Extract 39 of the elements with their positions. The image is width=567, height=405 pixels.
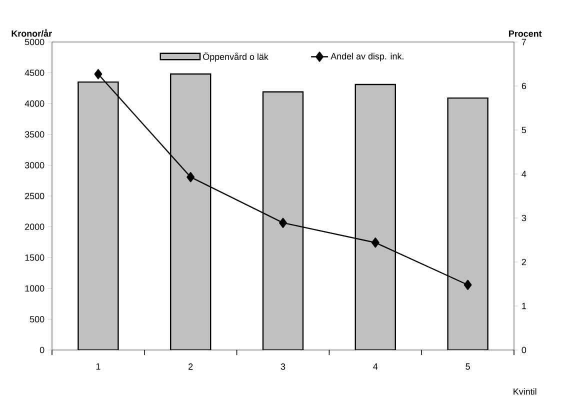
y2-axis-title: Procent: [509, 30, 542, 37]
y-tick-label: 3000: [24, 162, 44, 168]
x-tick-label: 2: [188, 363, 193, 370]
bar: [78, 81, 119, 350]
y-tick-label: 500: [30, 316, 44, 322]
y2-tick-label: 2: [522, 258, 526, 266]
bar: [262, 91, 304, 350]
y-axis-title: Kronor/år: [12, 29, 52, 37]
point: [279, 218, 287, 228]
y-tick-label: 1500: [25, 254, 44, 261]
y2-tick-label: 0: [522, 346, 526, 354]
x-axis-title: Kvintil: [514, 388, 536, 395]
y-tick-label: 5000: [24, 38, 44, 46]
bar: [354, 84, 396, 350]
y-tick-label: 0: [40, 346, 44, 354]
x-tick-label: 5: [466, 363, 470, 370]
y2-tick-label: 1: [522, 302, 526, 310]
y-tick-label: 2000: [25, 224, 44, 230]
y2-tick-label: 7: [522, 38, 526, 46]
point: [186, 172, 195, 182]
y-tick-label: 4500: [24, 70, 44, 76]
point: [94, 69, 102, 80]
point: [464, 280, 472, 290]
y-tick-label: 1000: [25, 285, 44, 292]
bar: [170, 73, 212, 350]
bar: [447, 97, 488, 350]
x-tick-label: 4: [373, 363, 378, 370]
y2-tick-label: 6: [522, 82, 526, 90]
legend-label: Öppenvård o läk: [203, 52, 268, 62]
y2-tick-label: 4: [522, 170, 526, 178]
y-tick-label: 2500: [25, 192, 44, 200]
x-tick-label: 1: [96, 363, 100, 370]
x-tick-label: 3: [280, 363, 286, 370]
point: [371, 238, 380, 248]
y-tick-label: 4000: [24, 100, 44, 107]
legend-label: Andel av disp. ink.: [330, 52, 404, 62]
y-tick-label: 3500: [24, 131, 44, 138]
y2-tick-label: 5: [522, 126, 526, 134]
y2-tick-label: 3: [522, 214, 526, 222]
